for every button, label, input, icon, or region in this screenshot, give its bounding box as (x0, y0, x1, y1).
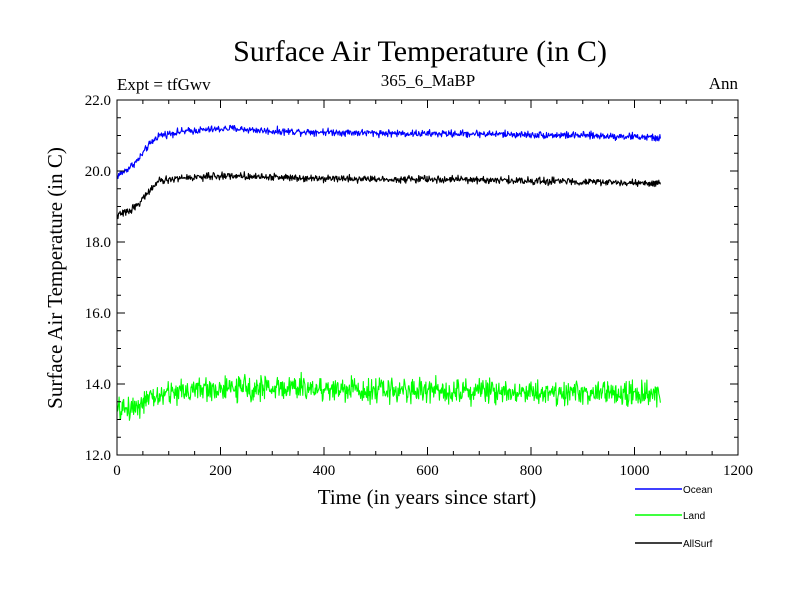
y-axis: 12.0 14.0 16.0 18.0 20.0 22.0 (85, 93, 738, 464)
x-axis: 0 200 400 600 800 1000 1200 (113, 100, 753, 479)
x-tick-label: 800 (520, 463, 543, 479)
y-tick-label: 16.0 (85, 306, 111, 322)
legend-label-ocean: Ocean (683, 485, 712, 496)
x-tick-label: 600 (416, 463, 439, 479)
experiment-label: Expt = tfGwv (117, 75, 211, 94)
legend: Ocean Land AllSurf (635, 485, 713, 550)
y-tick-label: 18.0 (85, 235, 111, 251)
legend-label-land: Land (683, 511, 705, 522)
legend-label-allsurf: AllSurf (683, 539, 713, 550)
series-line-land (116, 371, 661, 421)
series-line-ocean (116, 124, 661, 180)
chart-title: Surface Air Temperature (in C) (233, 35, 607, 68)
y-tick-label: 12.0 (85, 448, 111, 464)
plot-frame (116, 99, 739, 456)
plot-series (116, 124, 661, 421)
y-tick-label: 20.0 (85, 164, 111, 180)
y-tick-label: 14.0 (85, 377, 111, 393)
season-label: Ann (709, 74, 739, 93)
x-tick-label: 0 (113, 463, 121, 479)
chart-subtitle: 365_6_MaBP (381, 71, 475, 90)
x-tick-label: 200 (209, 463, 232, 479)
y-axis-label: Surface Air Temperature (in C) (43, 147, 67, 409)
x-tick-label: 400 (313, 463, 336, 479)
x-tick-label: 1000 (620, 463, 650, 479)
series-line-allsurf (116, 171, 661, 220)
x-axis-label: Time (in years since start) (318, 485, 537, 509)
y-tick-label: 22.0 (85, 93, 111, 109)
x-tick-label: 1200 (723, 463, 753, 479)
